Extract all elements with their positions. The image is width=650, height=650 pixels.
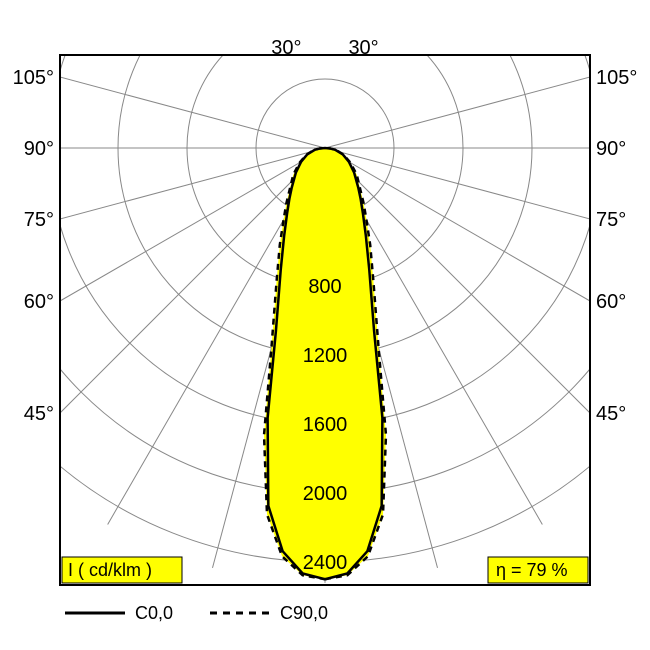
angle-tick-label: 75° — [596, 209, 626, 231]
angle-tick-label: 60° — [596, 291, 626, 313]
radial-tick-label: 1600 — [303, 414, 348, 436]
radial-tick-label: 2400 — [303, 552, 348, 574]
radial-tick-label: 800 — [308, 276, 341, 298]
radial-tick-label: 2000 — [303, 483, 348, 505]
angle-tick-label: 30° — [348, 37, 378, 59]
legend-series-c90: C90,0 — [280, 603, 328, 623]
angular-grid — [325, 148, 650, 261]
angle-tick-label: 105° — [596, 67, 637, 89]
legend-efficiency-label: η = 79 % — [496, 560, 568, 580]
angle-tick-label: 45° — [596, 403, 626, 425]
angle-tick-label: 75° — [24, 209, 54, 231]
radial-tick-label: 1200 — [303, 345, 348, 367]
angle-tick-label: 90° — [596, 138, 626, 160]
angle-tick-label: 105° — [13, 67, 54, 89]
angular-grid — [0, 148, 325, 261]
angle-tick-label: 60° — [24, 291, 54, 313]
angle-tick-label: 90° — [24, 138, 54, 160]
legend-series-c0: C0,0 — [135, 603, 173, 623]
legend-unit-label: I ( cd/klm ) — [68, 560, 152, 580]
angle-tick-label: 45° — [24, 403, 54, 425]
plot-area: 800 1200 1600 2000 2400 — [0, 0, 650, 583]
angle-tick-label: 30° — [271, 37, 301, 59]
